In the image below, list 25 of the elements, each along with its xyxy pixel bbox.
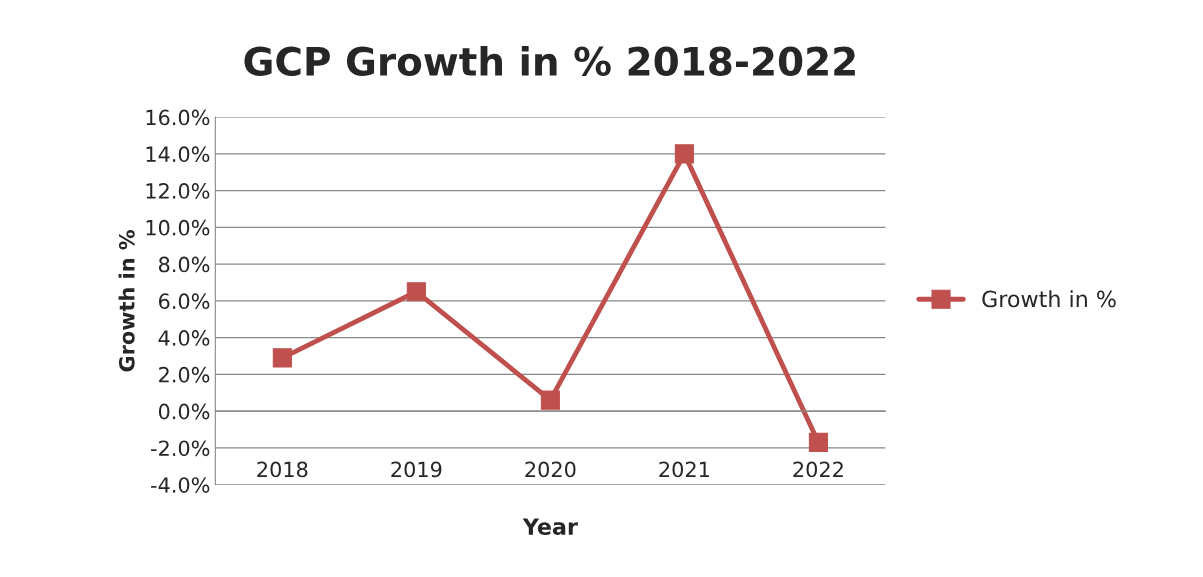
y-tick-label: 6.0% — [159, 293, 210, 310]
y-tick-label: 4.0% — [158, 330, 210, 346]
x-tick-label: 2022 — [793, 461, 843, 478]
y-tick-label: 2.0% — [159, 366, 210, 383]
y-tick-label: 12.0% — [146, 183, 210, 199]
x-tick-label: 2019 — [391, 461, 442, 478]
legend-label: Growth in % — [982, 290, 1116, 308]
y-tick-label: 10.0% — [146, 219, 210, 236]
y-tick-label: -4.0% — [151, 477, 210, 493]
y-tick-label: 0.0% — [158, 403, 210, 420]
point — [272, 348, 292, 368]
y-tick-label: 14.0% — [146, 146, 210, 163]
y-tick-label: -2.0% — [151, 440, 210, 457]
point — [406, 282, 426, 302]
point — [674, 144, 694, 164]
x-tick-label: 2018 — [257, 461, 308, 478]
chart-title: GCP Growth in % 2018-2022 — [244, 45, 855, 77]
x-axis-title: Year — [522, 518, 578, 535]
point — [808, 432, 828, 452]
y-tick-label: 8.0% — [158, 256, 210, 273]
y-tick-label: 16.0% — [146, 109, 210, 126]
x-tick-label: 2021 — [659, 461, 709, 478]
point — [540, 390, 560, 410]
x-tick-label: 2020 — [525, 461, 576, 478]
y-axis-title: Growth in % — [118, 230, 135, 372]
